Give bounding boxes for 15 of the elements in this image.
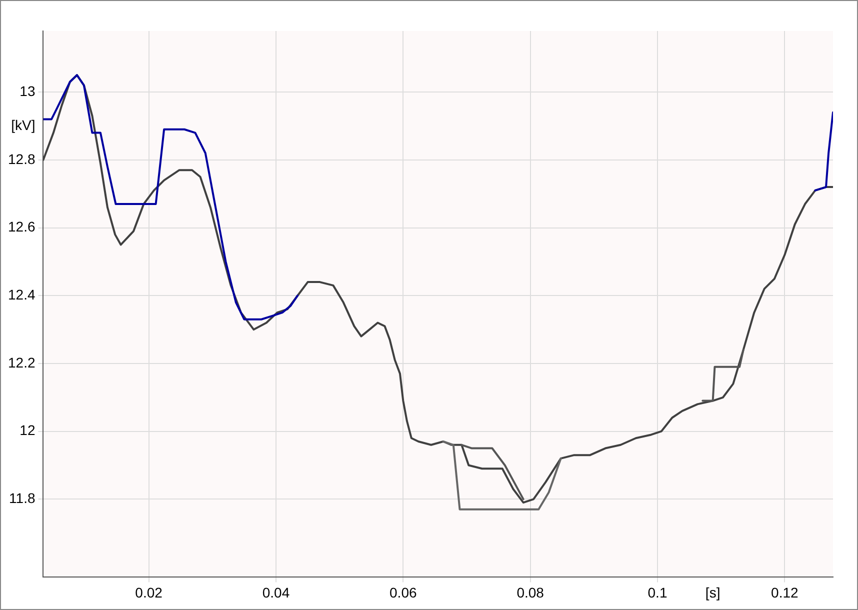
y-tick-label: [kV] bbox=[11, 116, 36, 133]
x-tick-label: 0.06 bbox=[390, 584, 417, 600]
x-tick-label: 0.12 bbox=[771, 584, 799, 600]
y-tick-label: 12.6 bbox=[8, 218, 36, 235]
y-tick-label: 12.8 bbox=[8, 150, 36, 167]
y-tick-label: 12.4 bbox=[8, 286, 36, 302]
y-tick-label: 12 bbox=[20, 422, 36, 438]
y-tick-label: 12.2 bbox=[8, 354, 36, 370]
x-tick-label: 0.02 bbox=[135, 584, 163, 600]
x-tick-label: 0.08 bbox=[516, 584, 544, 600]
y-tick-label: 11.8 bbox=[9, 490, 36, 506]
x-tick-label: [s] bbox=[705, 584, 720, 600]
x-tick-label: 0.1 bbox=[648, 584, 668, 600]
x-tick-label: 0.04 bbox=[262, 584, 290, 600]
y-tick-label: 13 bbox=[20, 82, 36, 99]
